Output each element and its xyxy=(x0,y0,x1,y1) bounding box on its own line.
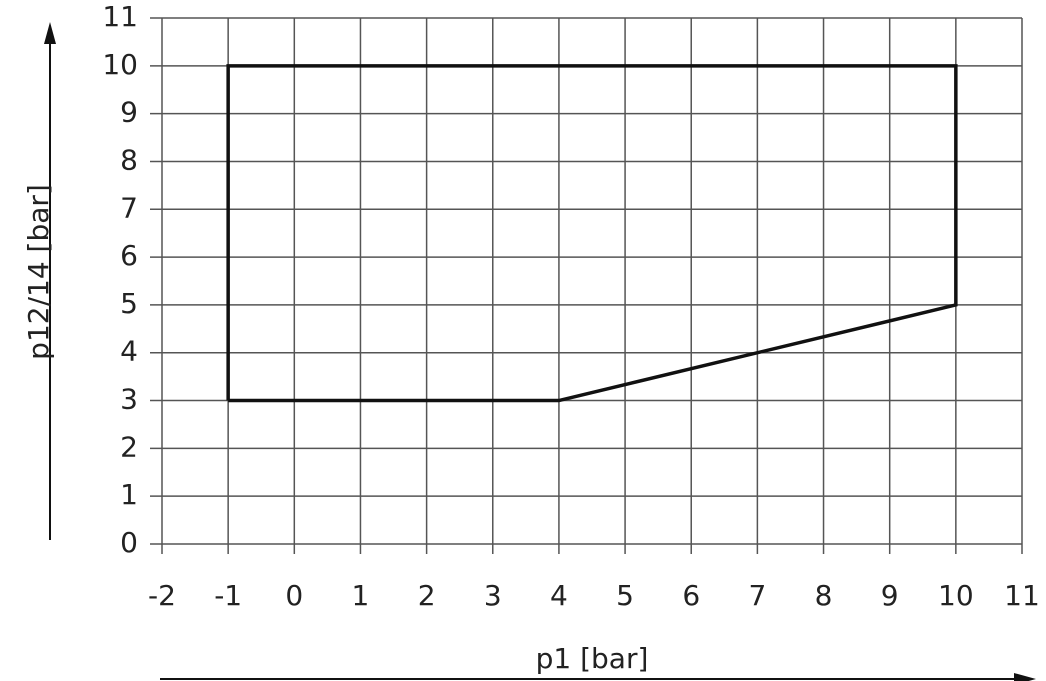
y-tick-label: 4 xyxy=(120,335,138,368)
x-tick-label: 8 xyxy=(815,579,833,612)
x-tick-label: 7 xyxy=(748,579,766,612)
data-line xyxy=(226,64,958,403)
x-tick-label: 3 xyxy=(484,579,502,612)
x-tick-label: 9 xyxy=(881,579,899,612)
y-tick-label: 8 xyxy=(120,143,138,176)
y-tick-label: 11 xyxy=(102,0,138,33)
x-tick-label: 6 xyxy=(682,579,700,612)
y-arrow-head xyxy=(44,22,56,44)
y-tick-label: 9 xyxy=(120,96,138,129)
y-tick-label: 10 xyxy=(102,48,138,81)
x-axis-label: p1 [bar] xyxy=(536,642,649,675)
x-tick-label: -2 xyxy=(148,579,176,612)
y-tick-label: 1 xyxy=(120,478,138,511)
x-arrow-head xyxy=(1014,673,1036,681)
x-tick-label: 1 xyxy=(352,579,370,612)
x-tick-label: -1 xyxy=(214,579,242,612)
y-tick-label: 7 xyxy=(120,191,138,224)
x-tick-label: 4 xyxy=(550,579,568,612)
y-tick-label: 5 xyxy=(120,287,138,320)
x-tick-label: 2 xyxy=(418,579,436,612)
y-axis-label: p12/14 [bar] xyxy=(22,184,55,360)
y-tick-label: 2 xyxy=(120,430,138,463)
y-tick-label: 0 xyxy=(120,526,138,559)
x-tick-label: 0 xyxy=(285,579,303,612)
y-tick-label: 6 xyxy=(120,239,138,272)
x-tick-label: 5 xyxy=(616,579,634,612)
x-tick-label: 11 xyxy=(1004,579,1040,612)
y-tick-label: 3 xyxy=(120,383,138,416)
x-tick-label: 10 xyxy=(938,579,974,612)
